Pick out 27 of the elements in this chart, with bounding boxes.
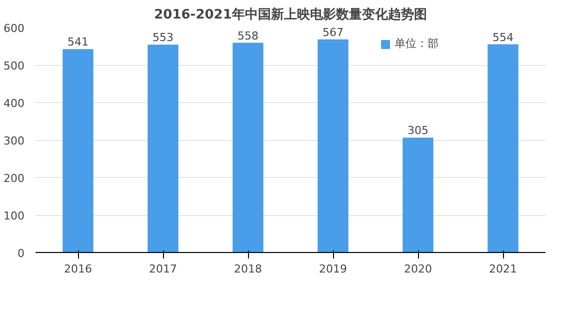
x-tick-label: 2021	[489, 262, 518, 276]
bar	[148, 44, 178, 252]
y-tick-label: 600	[4, 22, 25, 35]
y-tick-label: 100	[4, 210, 25, 222]
data-label: 567	[322, 26, 344, 39]
data-label: 558	[238, 29, 258, 42]
data-label: 553	[152, 31, 174, 44]
y-tick-label: 500	[4, 60, 25, 72]
bar	[402, 138, 434, 252]
y-tick-label: 400	[4, 97, 25, 110]
y-tick-label: 300	[4, 134, 25, 148]
bar	[62, 49, 94, 252]
x-tick-label: 2017	[149, 262, 178, 276]
x-tick-label: 2020	[404, 262, 432, 276]
data-label: 541	[68, 36, 88, 49]
x-tick-label: 2016	[64, 262, 92, 276]
y-tick-label: 200	[4, 172, 25, 185]
bar	[318, 39, 348, 252]
bar	[488, 44, 518, 252]
bar	[232, 42, 264, 252]
data-label: 305	[408, 124, 428, 138]
x-tick-label: 2018	[234, 262, 262, 276]
data-label: 554	[492, 30, 514, 44]
x-tick-label: 2019	[319, 262, 348, 276]
chart-title: 2016-2021年中国新上映电影数量变化趋势图	[154, 6, 427, 22]
legend-label: 单位：部	[394, 36, 438, 51]
y-tick-label: 0	[18, 247, 24, 260]
